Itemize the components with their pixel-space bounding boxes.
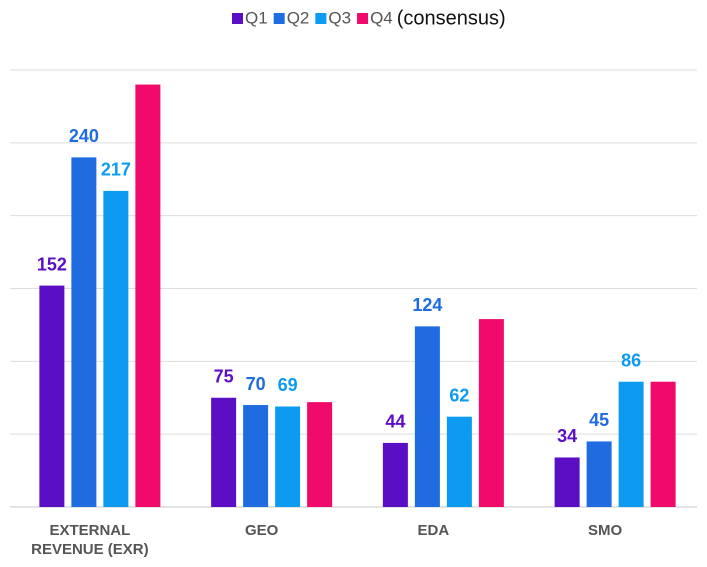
data-label: 44 [385, 412, 405, 432]
legend-note: (consensus) [397, 7, 506, 29]
legend-label: Q3 [328, 8, 351, 27]
bar [39, 285, 65, 507]
legend-swatch [315, 13, 327, 24]
bar [71, 157, 97, 507]
data-label: 69 [278, 375, 298, 395]
bar [618, 381, 644, 507]
bar [275, 406, 301, 507]
x-tick-label: GEO [244, 522, 279, 539]
legend-label: Q1 [245, 8, 268, 27]
bar [243, 405, 269, 507]
data-label: 86 [621, 350, 641, 370]
bar [446, 416, 472, 507]
legend-swatch [273, 13, 285, 24]
legend-swatch [357, 13, 369, 24]
bar [211, 397, 237, 507]
bar [135, 84, 161, 508]
legend-swatch [232, 13, 243, 24]
data-label: 240 [69, 126, 99, 146]
data-label: 45 [589, 410, 609, 430]
bar [382, 442, 408, 507]
bar [586, 441, 612, 507]
data-label: 34 [557, 426, 577, 446]
legend-label: Q4 [370, 8, 393, 27]
bar [103, 190, 129, 508]
bar [478, 319, 504, 507]
x-tick-label: EDA [417, 522, 450, 539]
data-label: 124 [412, 295, 442, 315]
legend-label: Q2 [287, 8, 310, 27]
data-label: 62 [449, 385, 469, 405]
data-label: 75 [214, 367, 234, 387]
data-label: 70 [246, 374, 266, 394]
data-label: 217 [101, 160, 131, 180]
bar [650, 381, 676, 507]
bar [414, 326, 440, 507]
bar [554, 457, 580, 507]
data-label: 152 [37, 254, 67, 274]
x-tick-label: EXTERNAL REVENUE (EXR) [31, 522, 149, 558]
bar [307, 402, 333, 507]
x-tick-label: SMO [588, 522, 623, 539]
